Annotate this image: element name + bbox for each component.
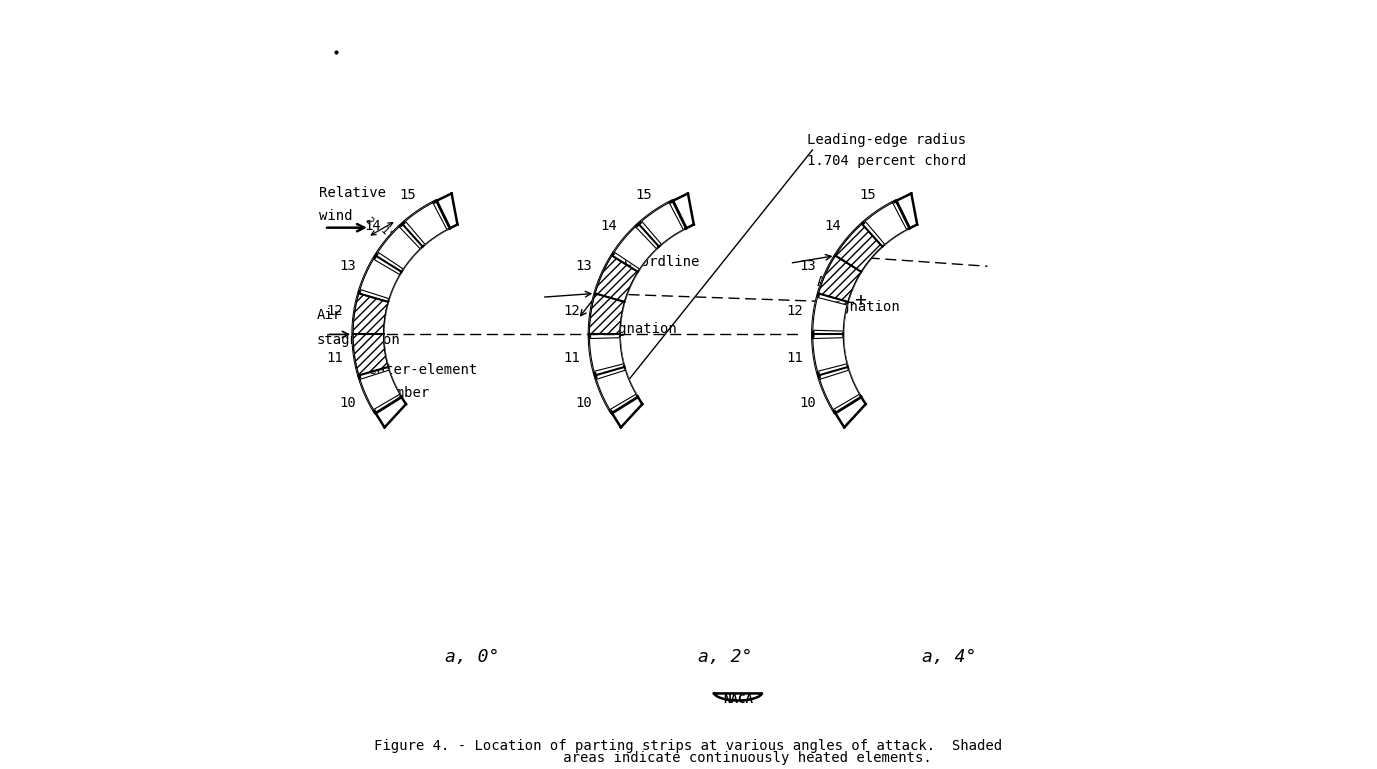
Text: a, 2°: a, 2° xyxy=(698,648,753,666)
Polygon shape xyxy=(595,255,638,302)
Text: 12: 12 xyxy=(326,304,343,318)
Text: stagnation: stagnation xyxy=(817,299,901,314)
Text: 12: 12 xyxy=(786,304,803,318)
Text: NACA: NACA xyxy=(723,693,753,706)
Text: stagnation: stagnation xyxy=(317,333,401,348)
Text: 14: 14 xyxy=(600,219,617,233)
Text: 13: 13 xyxy=(799,259,817,273)
Polygon shape xyxy=(836,224,883,271)
Text: 14: 14 xyxy=(823,219,841,233)
Text: a, 4°: a, 4° xyxy=(921,648,976,666)
Text: Figure 4. - Location of parting strips at various angles of attack.  Shaded: Figure 4. - Location of parting strips a… xyxy=(375,739,1002,753)
Text: 11: 11 xyxy=(326,351,343,365)
Text: wind: wind xyxy=(318,209,353,223)
Polygon shape xyxy=(818,255,861,302)
Text: Air: Air xyxy=(317,308,341,322)
Text: 2: 2 xyxy=(364,215,375,227)
Text: Air: Air xyxy=(817,275,841,289)
Text: 10: 10 xyxy=(799,396,817,410)
Text: Leading-edge radius: Leading-edge radius xyxy=(807,133,965,147)
Text: 11: 11 xyxy=(563,351,580,365)
Polygon shape xyxy=(596,370,636,410)
Text: 10: 10 xyxy=(339,396,357,410)
Text: Air: Air xyxy=(593,298,618,311)
Text: 13: 13 xyxy=(576,259,592,273)
Text: 12: 12 xyxy=(563,304,580,318)
Text: Heater-element: Heater-element xyxy=(361,363,478,377)
Text: 15: 15 xyxy=(399,188,416,201)
Text: Chordline: Chordline xyxy=(624,255,700,269)
Text: 11: 11 xyxy=(786,351,803,365)
Text: 1.704 percent chord: 1.704 percent chord xyxy=(807,154,965,168)
Text: 15: 15 xyxy=(859,188,876,201)
Polygon shape xyxy=(865,203,906,245)
Polygon shape xyxy=(819,370,859,410)
Polygon shape xyxy=(353,335,388,375)
Polygon shape xyxy=(614,227,657,269)
Text: areas indicate continuously heated elements.: areas indicate continuously heated eleme… xyxy=(446,751,931,764)
Text: 13: 13 xyxy=(339,259,357,273)
Polygon shape xyxy=(589,338,624,371)
Polygon shape xyxy=(405,203,448,245)
Polygon shape xyxy=(812,338,847,371)
Polygon shape xyxy=(377,227,420,269)
Polygon shape xyxy=(353,294,388,335)
Text: Relative: Relative xyxy=(318,186,386,200)
Text: 10: 10 xyxy=(576,396,592,410)
Polygon shape xyxy=(359,259,399,298)
Polygon shape xyxy=(359,370,399,410)
Text: 1": 1" xyxy=(379,225,395,242)
Text: 15: 15 xyxy=(635,188,653,201)
Text: +: + xyxy=(854,291,865,311)
Polygon shape xyxy=(642,203,683,245)
Polygon shape xyxy=(589,294,624,335)
Text: stagnation: stagnation xyxy=(593,322,677,336)
Text: 14: 14 xyxy=(365,219,381,233)
Text: a, 0°: a, 0° xyxy=(445,648,498,666)
Polygon shape xyxy=(812,298,847,331)
Text: number: number xyxy=(379,385,430,400)
